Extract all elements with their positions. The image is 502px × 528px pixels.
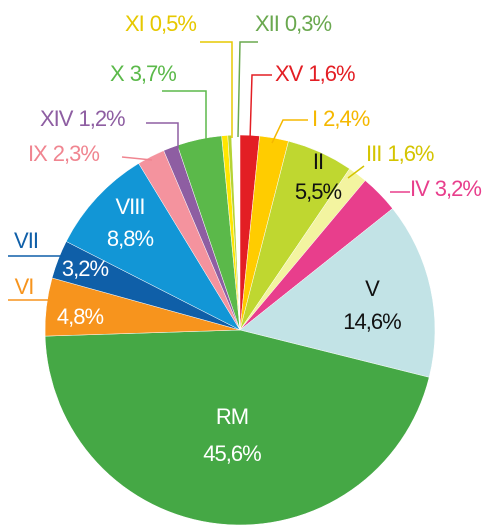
slice-name: IV (410, 176, 430, 201)
slice-value: 2,3% (53, 141, 100, 166)
slice-value: 8,8% (107, 226, 154, 251)
pie-slice (44, 329, 430, 526)
slice-name: VIII (115, 194, 144, 219)
slice-name: XII (255, 11, 279, 36)
slice-value: 4,8% (57, 304, 104, 329)
slice-value: 1,6% (308, 61, 355, 86)
leader-line (347, 165, 365, 179)
slice-value: 1,2% (78, 106, 125, 131)
slice-name: V (365, 276, 380, 301)
slice-value: 0,5% (150, 11, 197, 36)
slice-label: III 1,6% (366, 141, 434, 166)
pie-slice (239, 208, 436, 378)
slice-label: XV 1,6% (275, 61, 355, 86)
pie-slice (65, 163, 241, 331)
leader-line (237, 41, 258, 138)
slice-value: 3,7% (130, 61, 177, 86)
slice-name: VII (14, 228, 38, 253)
slice-label: XI 0,5% (125, 11, 196, 36)
leader-line (200, 41, 233, 138)
slice-label: XIV 1,2% (40, 106, 125, 131)
slice-label: IV 3,2% (410, 176, 481, 201)
slice-value: 0,3% (285, 11, 332, 36)
slice-value: 1,6% (387, 141, 434, 166)
slice-name: I (312, 106, 317, 131)
slice-label: I 2,4% (312, 106, 370, 131)
slice-name: XI (125, 11, 144, 36)
slice-name: IX (28, 141, 48, 166)
slice-label: X 3,7% (110, 61, 176, 86)
slice-value: 45,6% (203, 441, 261, 466)
leader-line (249, 74, 272, 141)
leader-line (146, 122, 179, 150)
slice-value: 14,6% (343, 309, 401, 334)
slice-name: II (313, 149, 323, 174)
slice-name: XIV (40, 106, 74, 131)
slice-label: IX 2,3% (28, 141, 99, 166)
slice-name: XV (275, 61, 304, 86)
leader-line (121, 156, 153, 161)
slice-value: 3,2% (435, 176, 482, 201)
slice-value: 2,4% (323, 106, 370, 131)
slice-name: III (366, 141, 381, 166)
slice-value: 3,2% (62, 256, 109, 281)
leader-line (162, 90, 207, 140)
slice-name: X (110, 61, 125, 86)
slice-value: 5,5% (295, 179, 342, 204)
slice-name: VI (15, 274, 34, 299)
slice-label: XII 0,3% (255, 11, 331, 36)
slice-name: RM (216, 404, 248, 429)
leader-line (271, 119, 308, 144)
